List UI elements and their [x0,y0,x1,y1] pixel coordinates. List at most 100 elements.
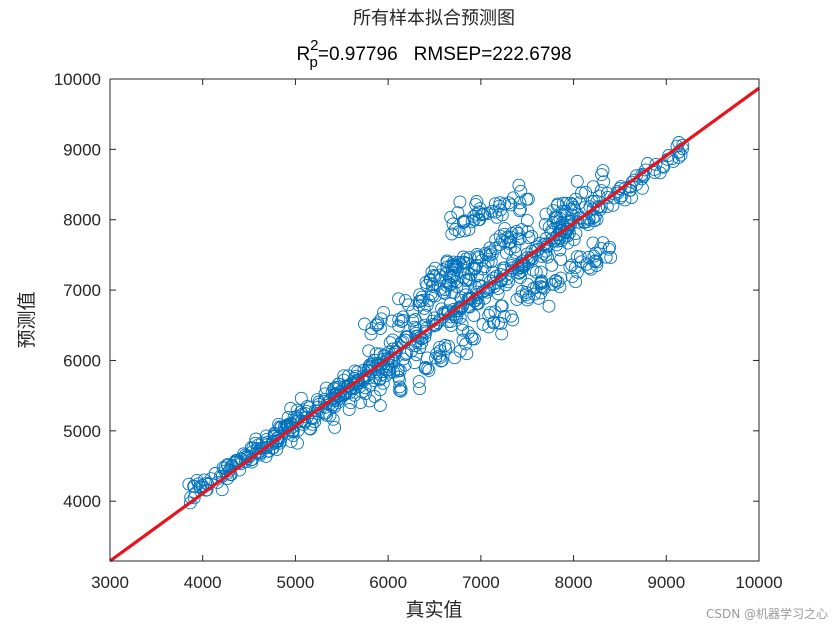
scatter-point [412,375,426,389]
scatter-point [579,185,593,199]
scatter-point [512,178,526,192]
scatter-point [361,364,375,377]
scatter-point [594,184,608,198]
scatter-point [483,306,497,320]
y-tick-label: 7000 [63,281,101,300]
scatter-point [342,403,356,416]
scatter-point [568,261,582,275]
scatter-point [392,292,406,306]
scatter-point [502,196,516,210]
scatter-point [610,185,624,199]
scatter-point [392,370,406,384]
y-axis-ticks: 4000 5000 6000 7000 8000 9000 10000 [54,70,759,511]
scatter-point [431,316,445,330]
y-axis-label: 预测值 [16,291,38,348]
scatter-point [197,473,211,487]
scatter-point [532,291,546,305]
scatter-point [556,196,570,210]
scatter-point [602,242,616,256]
scatter-point [487,315,501,329]
scatter-point [521,225,535,239]
y-tick-label: 5000 [63,422,101,441]
scatter-point [582,250,596,264]
y-tick-label: 6000 [63,351,101,370]
scatter-point [639,163,652,177]
scatter-point [465,215,479,228]
scatter-point [392,313,406,327]
scatter-point [476,262,490,276]
scatter-point [281,411,295,424]
scatter-point [444,318,458,332]
scatter-point [538,217,552,231]
scatter-point [539,248,553,262]
scatter-point [440,279,453,292]
scatter-point [554,252,568,266]
scatter-point [600,200,614,214]
scatter-point [362,344,376,358]
scatter-point [448,223,462,236]
scatter-point [522,231,536,245]
scatter-point [513,204,527,218]
scatter-point [402,298,415,312]
scatter-point [451,206,465,220]
scatter-point [520,251,534,265]
scatter-point [586,202,600,216]
scatter-point [456,255,470,269]
scatter-point [344,396,358,410]
scatter-point [486,316,500,330]
scatter-point [649,157,663,171]
scatter-point [488,305,502,319]
scatter-point [376,376,390,390]
y-tick-label: 8000 [63,211,101,230]
scatter-point [460,347,474,361]
scatter-point [478,207,492,221]
scatter-point [464,292,477,306]
scatter-point [204,472,218,486]
scatter-point [453,301,467,315]
scatter-point [535,275,549,289]
chart-subtitle: R2 p=0.97796 RMSEP=222.6798 [296,37,571,71]
scatter-point [389,345,403,359]
scatter-point [383,336,397,350]
scatter-point [463,273,477,287]
scatter-point [348,364,362,378]
scatter-point [294,391,308,405]
scatter-point [433,344,447,358]
x-tick-label: 6000 [369,573,407,592]
fit-line-layer [109,86,760,563]
scatter-point [470,195,484,208]
scatter-point [545,258,559,272]
scatter-point [558,209,572,223]
scatter-point [604,250,618,264]
scatter-point [541,250,555,264]
r-squared-base: R [296,44,310,65]
scatter-point [440,255,454,269]
scatter-point [396,313,410,327]
r-squared-sub: p [310,54,318,71]
scatter-point [542,299,556,313]
scatter-point [569,275,583,289]
scatter-point [274,421,288,435]
scatter-point [308,415,322,429]
scatter-point [595,168,609,182]
scatter-point [428,318,442,332]
scatter-point [367,373,381,387]
scatter-point [575,186,588,200]
x-tick-label: 3000 [91,573,129,592]
scatter-point [330,389,344,403]
scatter-point [529,265,543,279]
scatter-point [580,215,594,229]
scatter-point [419,308,433,322]
scatter-point [358,317,371,331]
y-tick-label: 4000 [63,492,101,511]
scatter-point [527,281,541,295]
scatter-point [478,246,492,260]
fit-line [109,86,760,563]
scatter-point [318,406,332,420]
scatter-point [385,314,399,328]
scatter-point [546,204,560,218]
scatter-point [290,403,304,417]
scatter-point [513,232,527,246]
scatter-point [536,246,550,260]
